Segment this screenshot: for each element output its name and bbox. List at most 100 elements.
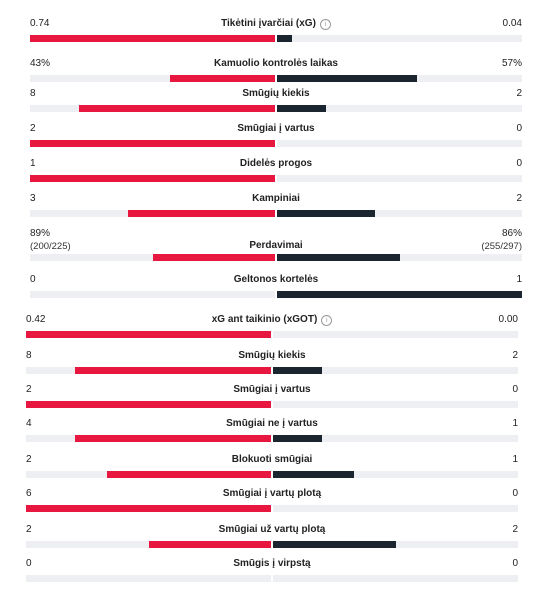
stat-row-smugiai-i-vartu-plota: 6 Smūgiai į vartų plotą 0 xyxy=(26,488,518,518)
away-bar-track xyxy=(273,541,518,548)
away-bar-fill xyxy=(273,367,322,374)
home-bar-track xyxy=(26,541,271,548)
stat-row-geltonos-korteles: 0 Geltonos kortelės 1 xyxy=(30,274,522,304)
home-bar-track xyxy=(30,210,275,217)
stat-label: Kamuolio kontrolės laikas xyxy=(30,58,522,70)
comparison-bar xyxy=(26,331,518,338)
stat-label: Smūgiai į vartus xyxy=(30,123,522,135)
away-value: 1 xyxy=(512,454,518,465)
stat-row-smugiai-ne-i-vartus: 4 Smūgiai ne į vartus 1 xyxy=(26,418,518,448)
stat-label-text: Smūgių kiekis xyxy=(238,350,306,361)
stat-label: Blokuoti smūgiai xyxy=(26,454,518,466)
comparison-bar xyxy=(30,254,522,261)
stat-label: Smūgiai už vartų plotą xyxy=(26,524,518,536)
away-value: 2 xyxy=(516,193,522,204)
comparison-bar xyxy=(30,140,522,147)
stat-label-text: Smūgiai į vartų plotą xyxy=(222,488,322,499)
stat-label-text: Didelės progos xyxy=(239,158,313,169)
stat-label-text: Smūgis į virpstą xyxy=(233,558,311,569)
stat-row-blokuoti-smugiai: 2 Blokuoti smūgiai 1 xyxy=(26,454,518,484)
comparison-bar xyxy=(30,291,522,298)
away-value: 1 xyxy=(512,418,518,429)
stat-label-text: Smūgiai į vartus xyxy=(233,384,311,395)
home-bar-track xyxy=(30,35,275,42)
home-bar-track xyxy=(26,505,271,512)
home-bar-fill xyxy=(79,105,275,112)
stat-label: Perdavimai xyxy=(30,240,522,252)
home-bar-track xyxy=(30,291,275,298)
home-value: 0 xyxy=(30,274,36,285)
home-bar-fill xyxy=(30,35,275,42)
away-value: 0.00 xyxy=(498,314,518,325)
comparison-bar xyxy=(26,367,518,374)
home-bar-track xyxy=(26,367,271,374)
home-value: 2 xyxy=(26,524,32,535)
comparison-bar xyxy=(26,505,518,512)
away-bar-fill xyxy=(273,435,322,442)
away-bar-fill xyxy=(277,105,326,112)
stat-row-xg-ant-taikinio-xgot: 0.42 xG ant taikinio (xGOT) i 0.00 xyxy=(26,314,518,344)
away-bar-fill xyxy=(273,471,354,478)
stat-label: Smūgiai į vartus xyxy=(26,384,518,396)
away-value: 2 xyxy=(512,524,518,535)
away-bar-track xyxy=(277,105,522,112)
home-bar-fill xyxy=(30,175,275,182)
comparison-bar xyxy=(26,575,518,582)
home-bar-fill xyxy=(148,541,271,548)
stat-label: Smūgių kiekis xyxy=(26,350,518,362)
comparison-bar xyxy=(30,175,522,182)
stat-label: Smūgiai į vartų plotą xyxy=(26,488,518,500)
stat-row-kampiniai: 3 Kampiniai 2 xyxy=(30,193,522,223)
home-bar-track xyxy=(26,331,271,338)
home-bar-track xyxy=(30,105,275,112)
home-bar-track xyxy=(26,575,271,582)
stat-row-smugis-i-virpsta: 0 Smūgis į virpstą 0 xyxy=(26,558,518,588)
away-value: 0 xyxy=(516,158,522,169)
home-bar-track xyxy=(30,140,275,147)
away-value: 0 xyxy=(512,384,518,395)
stat-label-text: xG ant taikinio (xGOT) xyxy=(211,314,318,325)
home-bar-track xyxy=(30,175,275,182)
away-value: 0 xyxy=(512,488,518,499)
away-bar-track xyxy=(277,35,522,42)
away-bar-fill xyxy=(277,75,417,82)
stat-row-smugiu-kiekis: 8 Smūgių kiekis 2 xyxy=(26,350,518,380)
info-icon[interactable]: i xyxy=(319,19,331,30)
stat-row-perdavimai: 89% Perdavimai 86% (200/225) (255/297) xyxy=(30,228,522,261)
home-value: 2 xyxy=(30,123,36,134)
comparison-bar xyxy=(30,105,522,112)
comparison-bar xyxy=(26,435,518,442)
stat-label-text: Smūgiai už vartų plotą xyxy=(218,524,326,535)
away-bar-track xyxy=(273,401,518,408)
comparison-bar xyxy=(30,210,522,217)
stat-row-tiketini-ivarciai-xg: 0.74 Tikėtini įvarčiai (xG) i 0.04 xyxy=(30,18,522,48)
away-bar-track xyxy=(273,471,518,478)
comparison-bar xyxy=(30,75,522,82)
home-bar-track xyxy=(26,471,271,478)
home-bar-fill xyxy=(106,471,271,478)
home-bar-fill xyxy=(75,367,271,374)
stat-label-text: Perdavimai xyxy=(249,240,303,251)
stat-label-text: Blokuoti smūgiai xyxy=(231,454,313,465)
home-value: 0.74 xyxy=(30,18,50,29)
away-value: 1 xyxy=(516,274,522,285)
home-bar-fill xyxy=(26,505,271,512)
home-bar-fill xyxy=(30,140,275,147)
away-bar-track xyxy=(277,175,522,182)
stat-label: Smūgių kiekis xyxy=(30,88,522,100)
stat-label: Didelės progos xyxy=(30,158,522,170)
home-bar-track xyxy=(30,75,275,82)
comparison-bar xyxy=(26,471,518,478)
stat-label-text: Kampiniai xyxy=(252,193,300,204)
stat-row-dideles-progos: 1 Didelės progos 0 xyxy=(30,158,522,188)
home-value: 8 xyxy=(26,350,32,361)
home-bar-fill xyxy=(26,401,271,408)
home-value: 4 xyxy=(26,418,32,429)
stat-label-text: Smūgių kiekis xyxy=(242,88,310,99)
away-bar-fill xyxy=(277,254,400,261)
home-bar-track xyxy=(26,435,271,442)
away-subvalue: (255/297) xyxy=(481,241,522,252)
info-icon[interactable]: i xyxy=(321,315,333,326)
comparison-bar xyxy=(26,541,518,548)
away-value: 2 xyxy=(512,350,518,361)
